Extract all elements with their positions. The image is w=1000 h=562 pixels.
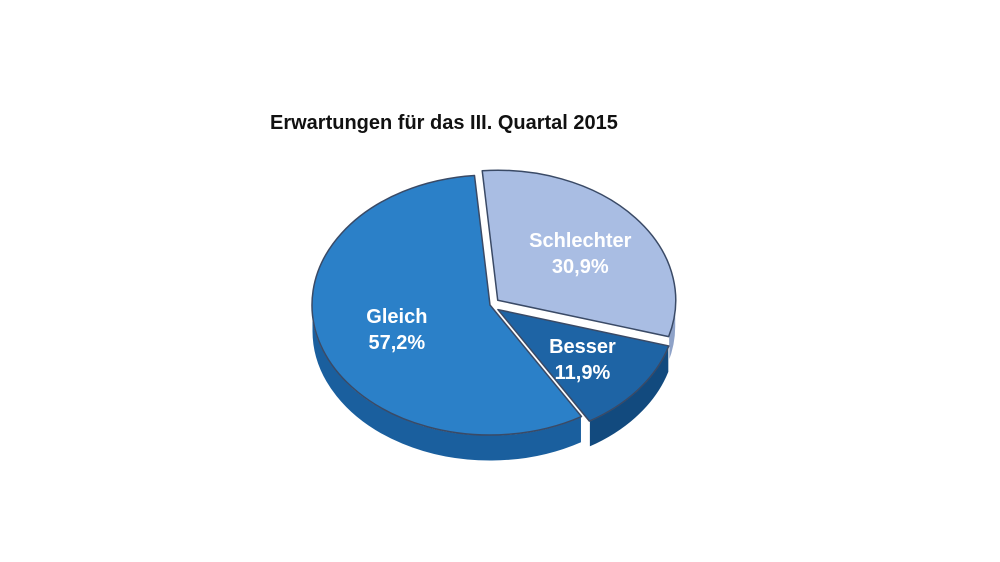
pie-labels: Schlechter 30,9% Besser 11,9% Gleich 57,2%	[366, 230, 631, 384]
pie-slice-gleich	[311, 174, 583, 436]
pie-tops	[311, 169, 677, 436]
pie-slice-besser	[497, 308, 670, 422]
slice-label-schlechter: Schlechter	[529, 230, 631, 252]
slice-value-gleich: 57,2%	[369, 332, 426, 354]
slice-label-besser: Besser	[549, 336, 616, 358]
pie-slice-schlechter	[481, 169, 677, 338]
slice-value-besser: 11,9%	[555, 362, 611, 384]
slice-value-schlechter: 30,9%	[552, 256, 609, 278]
slice-label-gleich: Gleich	[366, 306, 427, 328]
chart-title: Erwartungen für das III. Quartal 2015	[270, 112, 618, 134]
